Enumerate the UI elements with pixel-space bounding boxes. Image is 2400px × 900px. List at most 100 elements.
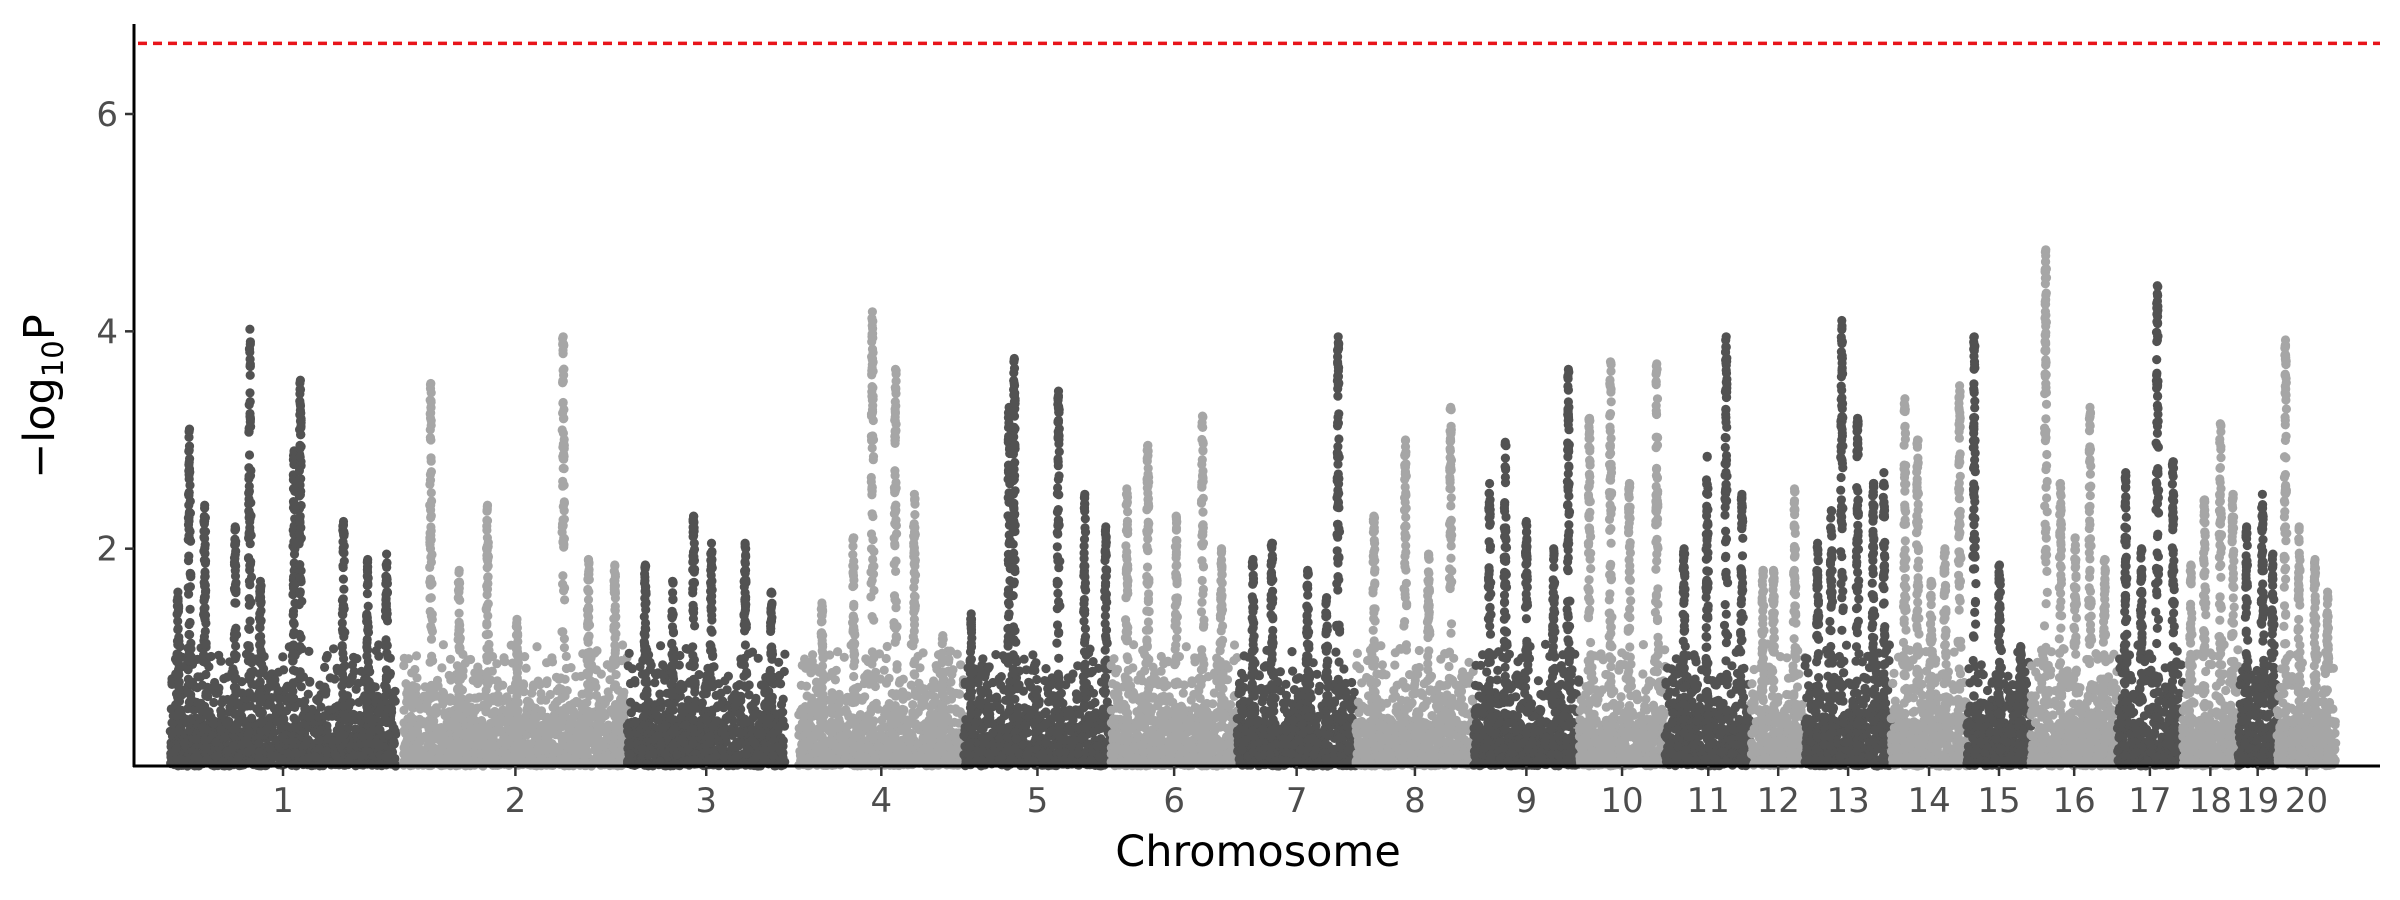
snp-point: [688, 724, 698, 734]
snp-point: [257, 659, 267, 669]
snp-point: [778, 716, 788, 726]
snp-point: [381, 715, 391, 725]
snp-point: [412, 673, 422, 683]
snp-point: [482, 655, 492, 666]
snp-point: [689, 511, 699, 521]
snp-point: [454, 617, 464, 627]
snp-point: [201, 707, 211, 718]
snp-point: [677, 702, 687, 712]
snp-point: [199, 594, 209, 605]
snp-point: [583, 648, 593, 658]
snp-point: [383, 652, 393, 662]
snp-point: [200, 548, 210, 559]
snp-point: [338, 547, 348, 558]
snp-point: [174, 677, 184, 687]
snp-point: [512, 734, 522, 744]
snp-point: [559, 497, 569, 507]
snp-point: [688, 650, 698, 660]
snp-point: [483, 538, 493, 548]
snp-point: [279, 665, 289, 675]
snp-point: [549, 713, 559, 724]
snp-point: [753, 653, 763, 663]
snp-point: [200, 500, 210, 510]
snp-point: [339, 584, 349, 594]
snp-point: [583, 679, 593, 690]
snp-point: [426, 505, 436, 515]
snp-point: [339, 528, 349, 538]
snp-point: [690, 621, 700, 631]
snp-point: [295, 405, 305, 415]
snp-point: [266, 677, 276, 687]
snp-point: [184, 589, 194, 599]
snp-point: [536, 688, 546, 699]
snp-point: [576, 718, 586, 728]
snp-point: [512, 668, 523, 678]
snp-point: [454, 608, 464, 618]
snp-point: [767, 692, 777, 702]
snp-point: [482, 515, 492, 525]
snp-point: [688, 578, 698, 588]
snp-point: [637, 744, 647, 754]
snp-point: [339, 691, 349, 701]
snp-point: [255, 708, 265, 718]
snp-point: [610, 560, 620, 570]
snp-point: [668, 740, 679, 750]
snp-point: [558, 579, 568, 589]
snp-point: [427, 731, 437, 741]
snp-point: [640, 569, 650, 579]
snp-point: [410, 696, 421, 706]
snp-point: [656, 641, 666, 651]
snp-point: [245, 354, 255, 364]
snp-point: [245, 408, 255, 419]
snp-point: [559, 643, 570, 653]
snp-point: [609, 732, 619, 742]
snp-point: [655, 689, 665, 699]
snp-point: [254, 738, 264, 748]
snp-point: [739, 660, 750, 670]
snp-point: [363, 554, 373, 565]
snp-point: [630, 678, 640, 688]
snp-point: [295, 673, 305, 683]
snp-point: [417, 732, 427, 742]
snp-point: [648, 748, 659, 758]
snp-point: [438, 640, 448, 650]
snp-point: [338, 516, 349, 527]
snp-point: [689, 552, 699, 562]
snp-point: [201, 724, 211, 735]
snp-point: [295, 452, 305, 462]
snp-point: [273, 752, 283, 762]
snp-point: [455, 674, 465, 685]
snp-point: [585, 727, 595, 737]
snp-point: [510, 724, 520, 734]
snp-point: [426, 536, 436, 546]
snp-point: [462, 734, 472, 745]
snp-point: [688, 739, 698, 749]
snp-point: [244, 594, 254, 604]
data-points: [165, 245, 2341, 771]
snp-point: [641, 598, 651, 609]
snp-point: [186, 714, 196, 724]
snp-point: [255, 576, 265, 586]
snp-point: [551, 672, 562, 682]
snp-point: [346, 677, 356, 687]
snp-point: [363, 580, 373, 590]
snp-point: [610, 571, 621, 582]
snp-point: [350, 724, 360, 734]
snp-point: [363, 601, 373, 611]
snp-point: [839, 652, 849, 662]
snp-point: [442, 752, 452, 763]
snp-point: [173, 726, 183, 737]
snp-point: [548, 755, 558, 766]
snp-point: [608, 654, 619, 665]
snp-point: [640, 645, 650, 655]
snp-point: [706, 625, 716, 635]
snp-point: [658, 670, 668, 680]
snp-point: [482, 525, 492, 535]
snp-point: [289, 713, 299, 723]
snp-point: [185, 604, 195, 614]
snp-point: [425, 580, 436, 590]
snp-point: [198, 656, 208, 667]
snp-point: [481, 707, 491, 717]
snp-point: [566, 663, 576, 673]
snp-point: [530, 718, 540, 728]
